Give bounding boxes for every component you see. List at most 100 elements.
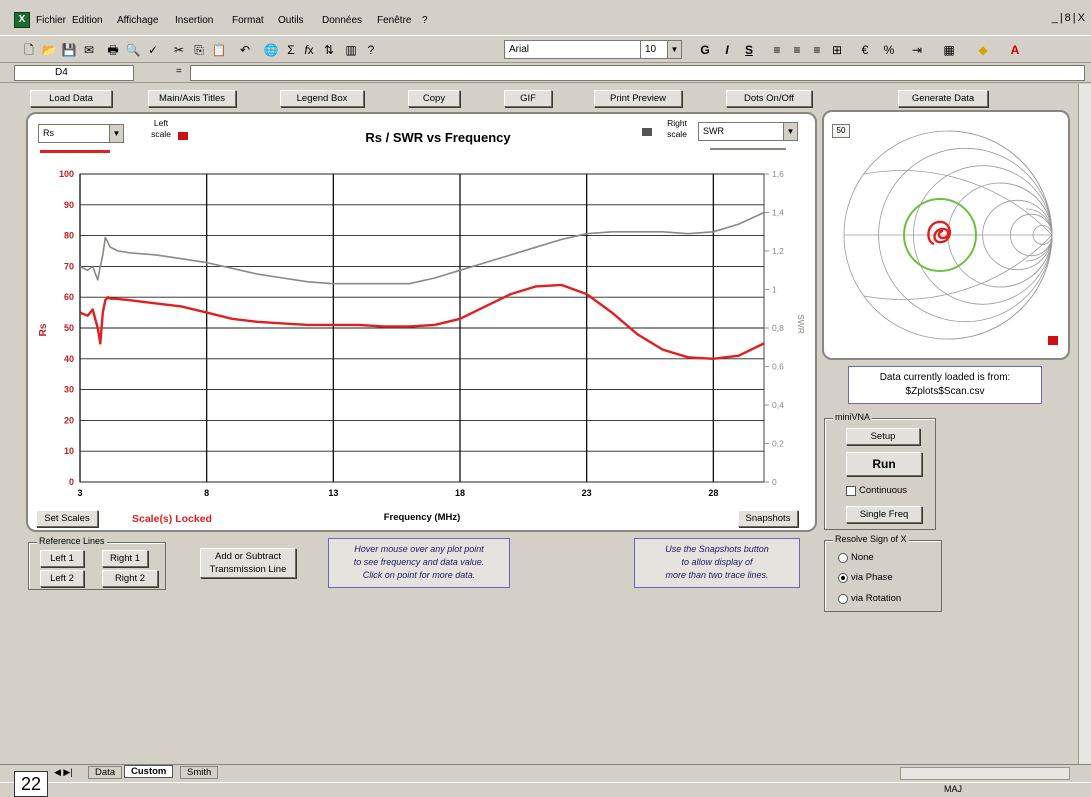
name-box[interactable]: D4 xyxy=(14,65,134,81)
underline-button[interactable]: S xyxy=(744,43,753,57)
copy-icon[interactable]: ⎘ xyxy=(194,43,204,57)
open-folder-icon[interactable]: 📂 xyxy=(41,43,57,57)
hover-hint-2: to see frequency and data value. xyxy=(353,557,485,567)
transmission-line-button[interactable]: Add or Subtract Transmission Line xyxy=(200,548,296,578)
email-icon[interactable]: ✉ xyxy=(83,43,95,57)
indent-icon[interactable]: ⇥ xyxy=(911,43,923,57)
tab-scroll-arrows[interactable]: ◀ ▶| xyxy=(54,767,73,777)
print-icon[interactable]: 🖶 xyxy=(107,43,119,57)
right-tick-label: 0,6 xyxy=(772,362,784,372)
rs-swr-chart[interactable]: 0 10 20 30 40 50 60 70 80 90 100 0 0,2 0,4 0,6 0,8 1 1,2 1… xyxy=(28,114,815,530)
main-axis-titles-button[interactable]: Main/Axis Titles xyxy=(148,90,236,107)
copy-button[interactable]: Copy xyxy=(408,90,460,107)
data-source-label: Data currently loaded is from: xyxy=(879,372,1011,383)
legend-box-button[interactable]: Legend Box xyxy=(280,90,364,107)
help-icon[interactable]: ? xyxy=(367,43,375,57)
right1-button[interactable]: Right 1 xyxy=(102,550,148,567)
align-right-icon[interactable]: ≡ xyxy=(813,43,821,57)
menu-fichier[interactable]: Fichier xyxy=(36,15,67,26)
function-icon[interactable]: fx xyxy=(304,43,314,57)
left-tick-label: 80 xyxy=(64,231,74,241)
print-preview-icon[interactable]: 🔍 xyxy=(125,43,141,57)
right-tick-label: 0 xyxy=(772,477,777,487)
hyperlink-icon[interactable]: 🌐 xyxy=(263,43,279,57)
right2-button[interactable]: Right 2 xyxy=(102,570,158,587)
generate-data-button[interactable]: Generate Data xyxy=(898,90,988,107)
save-icon[interactable]: 💾 xyxy=(61,43,77,57)
paste-icon[interactable]: 📋 xyxy=(211,43,227,57)
sort-ascending-icon[interactable]: ⇅ xyxy=(323,43,335,57)
menu-format[interactable]: Format xyxy=(232,15,264,26)
menu-bar: X Fichier Edition Affichage Insertion Fo… xyxy=(0,8,1091,34)
checkbox-box xyxy=(846,485,856,496)
load-data-button[interactable]: Load Data xyxy=(30,90,112,107)
font-color-icon[interactable]: A xyxy=(1010,43,1020,57)
vertical-scrollbar[interactable] xyxy=(1078,84,1091,764)
smith-chart[interactable] xyxy=(824,112,1068,358)
formula-input[interactable] xyxy=(190,65,1085,81)
menu-insertion[interactable]: Insertion xyxy=(175,15,214,26)
percent-icon[interactable]: % xyxy=(883,43,895,57)
radio-dot xyxy=(838,593,848,604)
print-preview-button[interactable]: Print Preview xyxy=(594,90,682,107)
radio-none[interactable]: None xyxy=(838,552,874,563)
menu-donnees[interactable]: Données xyxy=(322,15,363,26)
autosum-icon[interactable]: Σ xyxy=(287,43,295,57)
left2-button[interactable]: Left 2 xyxy=(40,570,84,587)
align-center-icon[interactable]: ≡ xyxy=(793,43,801,57)
italic-button[interactable]: I xyxy=(725,43,729,57)
tab-custom[interactable]: Custom xyxy=(124,765,174,778)
excel-app-icon[interactable]: X xyxy=(14,12,30,28)
cut-icon[interactable]: ✂ xyxy=(173,43,185,57)
left-tick-label: 70 xyxy=(64,261,74,271)
snapshots-hint-box: Use the Snapshots button to allow displa… xyxy=(634,538,800,588)
font-size-select[interactable]: 10 ▼ xyxy=(640,40,682,59)
chart-wizard-icon[interactable]: ▥ xyxy=(345,43,357,57)
continuous-checkbox[interactable]: Continuous xyxy=(846,485,907,496)
snapshots-button[interactable]: Snapshots xyxy=(738,510,798,527)
run-button[interactable]: Run xyxy=(846,452,922,476)
horizontal-scrollbar[interactable] xyxy=(900,767,1070,780)
left-trace-select[interactable]: Rs ▼ xyxy=(38,124,124,143)
fill-color-icon[interactable]: ◆ xyxy=(978,43,988,57)
right-trace-color-swatch xyxy=(710,148,786,150)
radio-via-phase[interactable]: via Phase xyxy=(838,572,893,583)
x-tick-label: 23 xyxy=(582,488,592,498)
left-scale-toggle[interactable] xyxy=(178,132,188,140)
right-tick-label: 0,4 xyxy=(772,400,784,410)
single-freq-button[interactable]: Single Freq xyxy=(846,506,922,523)
currency-icon[interactable]: € xyxy=(861,43,869,57)
smith-zoom-button[interactable]: 50 xyxy=(832,124,850,138)
borders-icon[interactable]: ▦ xyxy=(943,43,955,57)
continuous-label: Continuous xyxy=(859,485,908,496)
tab-data[interactable]: Data xyxy=(88,766,123,779)
menu-outils[interactable]: Outils xyxy=(278,15,304,26)
setup-button[interactable]: Setup xyxy=(846,428,920,445)
menu-edition[interactable]: Edition xyxy=(72,15,103,26)
menu-fenetre[interactable]: Fenêtre xyxy=(377,15,412,26)
radio-dot xyxy=(838,552,848,563)
undo-icon[interactable]: ↶ xyxy=(239,43,251,57)
gif-button[interactable]: GIF xyxy=(504,90,552,107)
radio-via-phase-label: via Phase xyxy=(851,572,893,583)
right-tick-label: 0,2 xyxy=(772,439,784,449)
data-source-file: $Zplots$Scan.csv xyxy=(905,386,985,397)
merge-cells-icon[interactable]: ⊞ xyxy=(831,43,843,57)
dots-on-off-button[interactable]: Dots On/Off xyxy=(726,90,812,107)
align-left-icon[interactable]: ≡ xyxy=(773,43,781,57)
left1-button[interactable]: Left 1 xyxy=(40,550,84,567)
set-scales-button[interactable]: Set Scales xyxy=(36,510,98,527)
radio-via-rotation[interactable]: via Rotation xyxy=(838,593,901,604)
series-line-swr xyxy=(79,211,765,285)
tab-smith[interactable]: Smith xyxy=(180,766,219,779)
smith-toggle[interactable] xyxy=(1048,336,1058,345)
left-tick-label: 20 xyxy=(64,415,74,425)
menu-affichage[interactable]: Affichage xyxy=(117,15,159,26)
window-controls[interactable]: _|8|X xyxy=(1051,12,1087,24)
new-document-icon[interactable]: 🗋 xyxy=(24,43,34,57)
right-trace-select[interactable]: SWR ▼ xyxy=(698,122,798,141)
bold-button[interactable]: G xyxy=(700,43,710,57)
menu-help[interactable]: ? xyxy=(422,15,428,26)
right-scale-toggle[interactable] xyxy=(642,128,652,136)
spelling-icon[interactable]: ✓ xyxy=(147,43,159,57)
